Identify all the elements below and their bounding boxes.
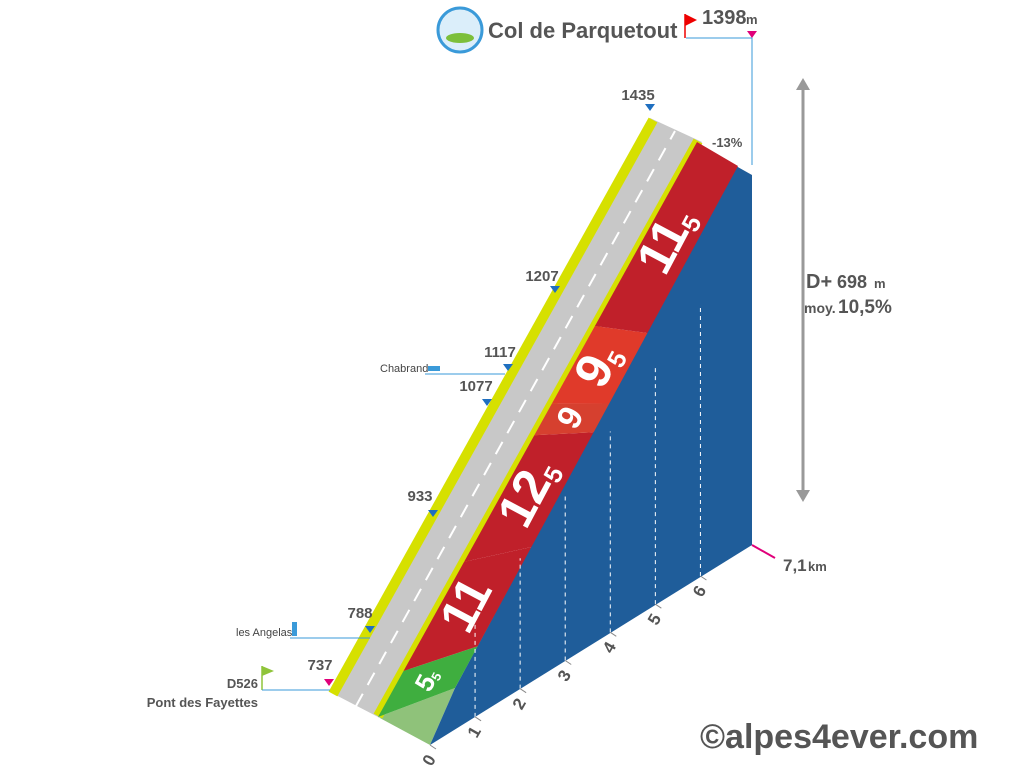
km-label: 0 bbox=[419, 751, 440, 768]
summit-flag bbox=[685, 14, 697, 26]
avg: 10,5% bbox=[838, 297, 892, 318]
altitude: 933 bbox=[407, 488, 432, 505]
marker bbox=[324, 679, 334, 686]
arrow-head bbox=[796, 490, 810, 502]
km-label: 6 bbox=[689, 582, 710, 600]
house-icon bbox=[428, 366, 440, 371]
road bbox=[330, 118, 702, 718]
marker bbox=[428, 510, 438, 517]
km-tick bbox=[610, 631, 617, 637]
arrow-head bbox=[796, 78, 810, 90]
side-face bbox=[430, 166, 752, 745]
km-label: 4 bbox=[599, 638, 620, 656]
avg-label: moy. bbox=[804, 300, 836, 316]
church-icon bbox=[292, 622, 297, 636]
altitude: 737 bbox=[307, 657, 332, 674]
watermark: ©alpes4ever.com bbox=[700, 718, 978, 756]
distance: 7,1 bbox=[783, 556, 807, 575]
summit-altitude: 1398 bbox=[702, 7, 747, 29]
km-tick bbox=[564, 660, 572, 665]
km-tick bbox=[474, 716, 482, 722]
altitude: 1117 bbox=[484, 344, 516, 361]
km-tick bbox=[655, 603, 662, 609]
distance-unit: km bbox=[808, 559, 827, 574]
segment bbox=[403, 547, 532, 671]
km-tick bbox=[700, 575, 707, 581]
km-tick bbox=[519, 688, 527, 694]
altitude: 1207 bbox=[525, 268, 558, 285]
segment bbox=[551, 326, 648, 404]
place: les Angelas bbox=[236, 627, 293, 639]
road-line bbox=[355, 130, 676, 707]
altitude: 788 bbox=[347, 605, 372, 622]
logo-grass bbox=[446, 33, 474, 43]
gain-unit: m bbox=[874, 276, 886, 291]
segment bbox=[464, 432, 594, 562]
km-label: 5 bbox=[644, 611, 665, 629]
marker bbox=[503, 364, 513, 371]
altitude: 1077 bbox=[459, 378, 492, 395]
segment bbox=[534, 403, 610, 436]
marker bbox=[550, 286, 560, 293]
distance-marker bbox=[751, 544, 776, 559]
segment bbox=[378, 646, 478, 717]
km-label: 3 bbox=[554, 667, 575, 685]
segment bbox=[594, 142, 738, 334]
max-gradient: -13% bbox=[712, 135, 743, 150]
km-label: 2 bbox=[509, 695, 530, 713]
road-edge bbox=[328, 117, 658, 697]
logo bbox=[436, 6, 484, 54]
base-face bbox=[378, 688, 455, 745]
marker bbox=[645, 104, 655, 111]
summit-unit: m bbox=[746, 12, 758, 27]
road-name: D526 bbox=[227, 676, 258, 691]
start-flag bbox=[262, 666, 274, 676]
altitude: 1435 bbox=[621, 87, 654, 104]
gain-label: D+ bbox=[806, 271, 832, 293]
marker bbox=[482, 399, 492, 406]
km-label: 1 bbox=[464, 723, 485, 741]
km-tick bbox=[429, 744, 437, 750]
title: Col de Parquetout bbox=[488, 18, 678, 43]
marker bbox=[365, 626, 375, 633]
place: Chabrand bbox=[380, 363, 428, 375]
altitude-markers: 1435 1207 1117 1077 933 788 737 bbox=[307, 87, 655, 686]
summit-marker bbox=[747, 31, 757, 38]
gain: 698 bbox=[837, 272, 867, 292]
start-name: Pont des Fayettes bbox=[147, 695, 258, 710]
